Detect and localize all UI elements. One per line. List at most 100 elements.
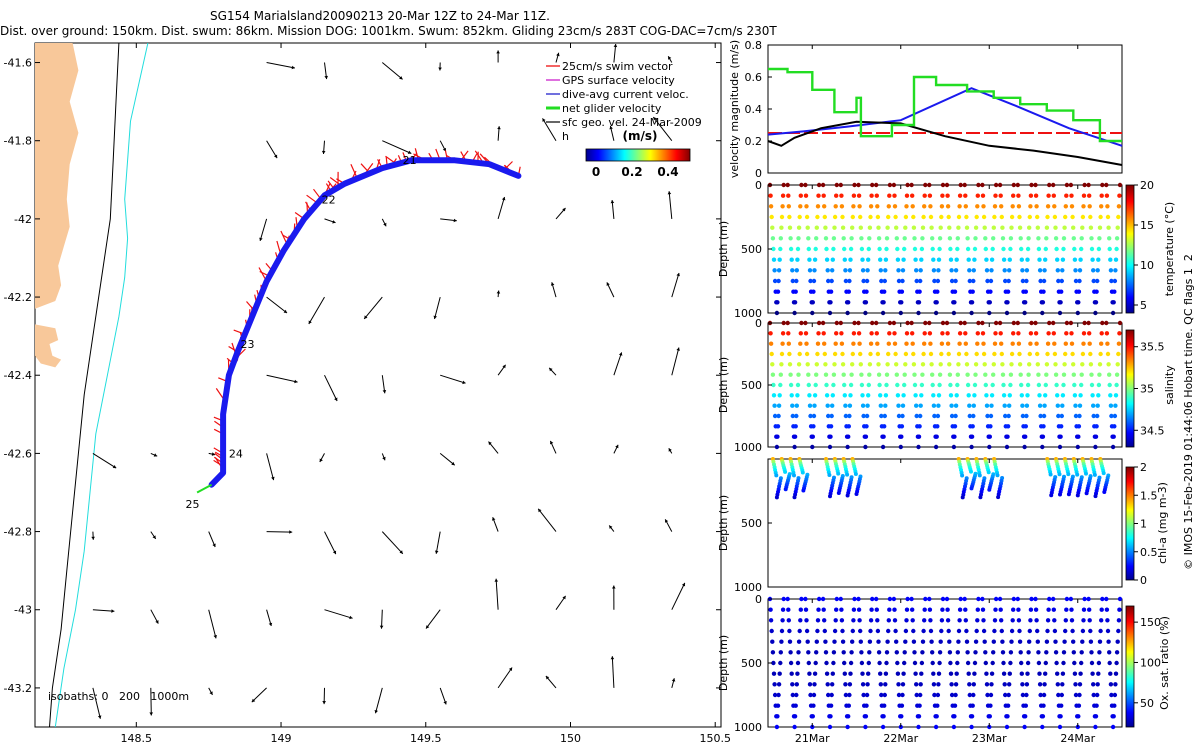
oxygen-sample-point (1114, 660, 1119, 666)
salinity-sample-point (827, 444, 833, 450)
temperature-sample-point (1071, 236, 1077, 241)
temperature-sample-point (785, 182, 790, 188)
temperature-sample-point (1045, 214, 1050, 220)
temperature-sample-point (1037, 257, 1042, 262)
oxygen-sample-point (839, 618, 845, 623)
temperature-sample-point (964, 214, 969, 220)
oxygen-sample-point (1010, 618, 1015, 623)
oxygen-sample-point (796, 650, 801, 655)
temperature-sample-point (1006, 278, 1011, 284)
temperature-sample-point (874, 193, 879, 198)
salinity-sample-point (774, 444, 780, 450)
temperature-sample-point (1077, 268, 1083, 273)
salinity-sample-point (1006, 413, 1011, 419)
geo-velocity-arrowhead (542, 118, 546, 122)
oxygen-sample-point (1093, 714, 1099, 719)
temperature-sample-point (963, 204, 968, 209)
oxygen-sample-point (1038, 692, 1043, 698)
salinity-sample-point (981, 351, 987, 357)
salinity-sample-point (858, 362, 863, 367)
salinity-sample-point (948, 393, 954, 398)
temperature-sample-point (951, 310, 957, 316)
salinity-sample-point (789, 393, 794, 398)
oxygen-sample-point (896, 682, 901, 687)
salinity-sample-point (999, 341, 1004, 346)
salinity-sample-point (822, 351, 827, 357)
map-y-tick-label: -41.8 (4, 135, 32, 148)
oxygen-sample-point (930, 650, 935, 655)
oxygen-sample-point (903, 628, 909, 634)
chla-sample-point (828, 494, 832, 499)
temperature-sample-point (824, 246, 829, 252)
geo-velocity-arrow (537, 508, 557, 532)
salinity-sample-point (831, 372, 837, 377)
salinity-sample-point (949, 413, 955, 419)
temperature-sample-point (1000, 236, 1006, 241)
salinity-sample-point (898, 444, 903, 450)
temperature-sample-point (775, 300, 780, 305)
temperature-sample-point (914, 278, 919, 284)
salinity-sample-point (964, 351, 969, 357)
oxygen-sample-point (909, 596, 914, 602)
salinity-sample-point (1016, 331, 1021, 336)
oxygen-sample-point (786, 607, 791, 612)
geo-velocity-arrowhead (562, 208, 566, 212)
temperature-sample-point (1007, 268, 1012, 273)
temperature-sample-point (1091, 278, 1096, 284)
chla-sample-point (845, 472, 850, 477)
salinity-sample-point (823, 372, 829, 377)
oxygen-sample-point (865, 682, 870, 687)
oxygen-sample-point (838, 596, 843, 602)
day-label-22: 22 (322, 193, 336, 206)
temperature-sample-point (786, 193, 791, 198)
salinity-sample-point (820, 320, 826, 326)
geo-velocity-arrowhead (496, 290, 501, 294)
geo-velocity-arrowhead (349, 615, 353, 620)
oxygen-sample-point (881, 714, 886, 719)
oxygen-sample-point (1088, 628, 1093, 634)
temperature-sample-point (964, 225, 970, 230)
salinity-sample-point (1008, 372, 1014, 377)
salinity-sample-point (975, 331, 980, 336)
oxygen-sample-point (768, 618, 774, 623)
salinity-sample-point (1116, 351, 1121, 357)
oxygen-sample-point (1094, 703, 1099, 708)
salinity-sample-point (1036, 382, 1042, 388)
oxygen-sample-point (935, 692, 941, 698)
salinity-sample-point (895, 382, 900, 388)
oxygen-sample-point (778, 650, 783, 655)
geo-velocity-arrow (266, 374, 298, 383)
salinity-sample-point (893, 351, 898, 357)
salinity-sample-point (930, 372, 935, 377)
salinity-sample-point (788, 382, 794, 388)
salinity-sample-point (874, 331, 879, 336)
geo-velocity-arrow (375, 687, 383, 714)
oxygen-sample-point (1011, 607, 1016, 612)
geo-velocity-arrowhead (155, 620, 159, 624)
map-x-tick-label: 149 (271, 732, 292, 745)
oxygen-sample-point (931, 682, 937, 687)
oxygen-sample-point (1018, 650, 1023, 655)
geo-velocity-arrowhead (213, 635, 217, 639)
temperature-sample-point (840, 214, 845, 220)
salinity-sample-point (920, 362, 926, 367)
temperature-sample-point (780, 193, 786, 198)
oxygen-sample-point (840, 628, 845, 634)
temperature-sample-point (1115, 225, 1120, 230)
temperature-sample-point (827, 310, 833, 316)
temperature-sample-point (772, 268, 777, 273)
salinity-sample-point (1097, 372, 1102, 377)
temperature-sample-point (1005, 300, 1010, 305)
temperature-sample-point (1007, 257, 1012, 262)
legend-net-label: net glider velocity (562, 102, 662, 115)
oxygen-sample-point (814, 639, 819, 644)
salinity-sample-point (1024, 403, 1030, 408)
chla-sample-point (1084, 491, 1089, 496)
legend-swim-label: 25cm/s swim vector (562, 60, 673, 73)
net-velocity-segment (196, 483, 213, 494)
salinity-sample-point (1055, 403, 1061, 408)
temperature-sample-point (799, 182, 804, 188)
temperature-sample-point (861, 278, 866, 284)
temperature-sample-point (1026, 236, 1031, 241)
